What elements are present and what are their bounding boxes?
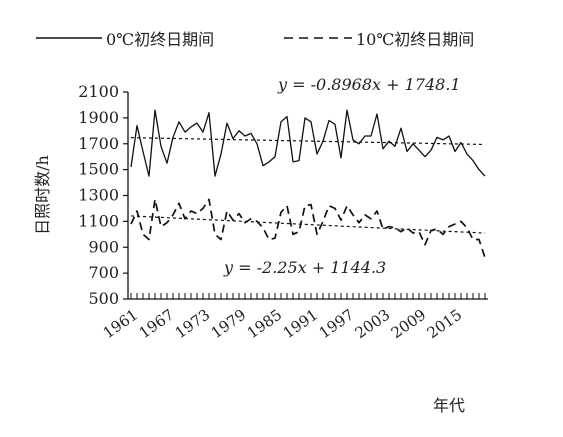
- trendline-0c: [130, 137, 486, 146]
- x-tick-label: 2015: [424, 306, 466, 343]
- x-axis-title: 年代: [433, 396, 465, 415]
- y-tick-label: 1100: [78, 211, 119, 230]
- x-tick-label: 1961: [100, 306, 142, 343]
- x-tick-label: 2003: [352, 306, 394, 343]
- trendline-10c: [130, 215, 486, 234]
- x-tick-label: 1985: [244, 306, 286, 343]
- y-tick-label: 1900: [78, 108, 119, 127]
- series-line-0c: [130, 109, 486, 177]
- trend-equation-0c: y = -0.8968x + 1748.1: [277, 75, 461, 94]
- y-tick-label: 700: [88, 263, 119, 282]
- x-tick-label: 2009: [388, 306, 430, 343]
- x-tick-label: 1997: [316, 306, 358, 343]
- axes: 500 700 900 1100 1300 1500 1700 1900 2100 1961196…: [78, 82, 488, 342]
- y-tick-label: 900: [88, 237, 119, 256]
- series-line-10c: [130, 198, 486, 258]
- x-tick-label: 1979: [208, 306, 250, 343]
- y-tick-label: 1300: [78, 186, 119, 205]
- y-tick-label: 2100: [78, 82, 119, 101]
- legend-label-10c: 10℃初终日期间: [356, 30, 474, 49]
- y-tick-label: 500: [88, 289, 119, 308]
- series-lines: [130, 109, 486, 258]
- legend-label-0c: 0℃初终日期间: [106, 30, 214, 49]
- legend: 0℃初终日期间 10℃初终日期间: [36, 30, 474, 49]
- y-axis-title: 日照时数/h: [33, 155, 52, 235]
- x-tick-label: 1991: [280, 306, 322, 343]
- trend-equation-10c: y = -2.25x + 1144.3: [223, 258, 386, 277]
- x-tick-label: 1973: [172, 306, 214, 343]
- y-tick-label: 1700: [78, 134, 119, 153]
- trendlines: [130, 137, 486, 234]
- x-tick-label: 1967: [136, 306, 178, 343]
- y-tick-label: 1500: [78, 160, 119, 179]
